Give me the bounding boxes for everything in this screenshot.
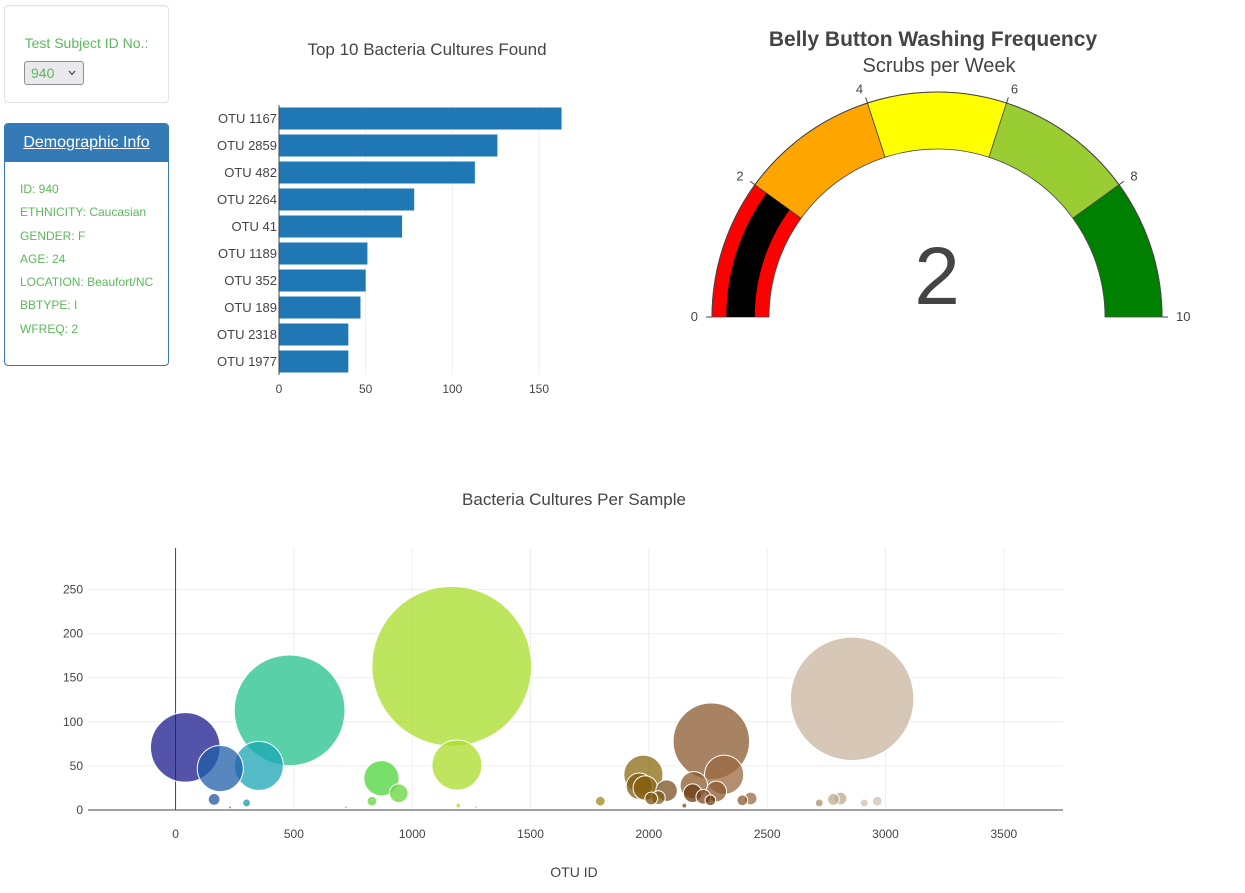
demographic-row: ETHNICITY: Caucasian xyxy=(20,205,147,220)
gauge-tick xyxy=(1118,180,1125,186)
bubble-point xyxy=(736,794,749,807)
demographic-panel-body: ID: 940 ETHNICITY: Caucasian GENDER: F AGE:… xyxy=(5,162,168,345)
bar xyxy=(279,188,415,211)
bubble-point xyxy=(371,585,533,747)
bar-category-label: OTU 2859 xyxy=(217,138,277,153)
bubble-point xyxy=(388,783,409,804)
bubble-y-tick-label: 150 xyxy=(63,671,83,685)
bubble-y-tick-label: 200 xyxy=(63,627,83,641)
bar-x-tick-label: 100 xyxy=(442,382,462,396)
bar-category-label: OTU 482 xyxy=(224,165,277,180)
bar xyxy=(279,242,368,265)
demographic-panel-title: Demographic Info xyxy=(5,124,168,162)
bar-x-tick-label: 50 xyxy=(359,382,373,396)
bubble-x-tick-label: 1000 xyxy=(399,827,426,841)
gauge-step-band xyxy=(866,91,1008,158)
bubble-point xyxy=(366,795,378,807)
bubble-point xyxy=(789,636,915,762)
bar-category-label: OTU 1189 xyxy=(218,246,277,261)
bar-category-label: OTU 2318 xyxy=(217,327,277,342)
subject-id-select[interactable]: 940 xyxy=(24,61,84,85)
bubble-point xyxy=(228,805,232,810)
bubble-point xyxy=(242,798,251,808)
bar-category-label: OTU 1167 xyxy=(218,111,277,126)
bubble-x-tick-label: 500 xyxy=(284,827,304,841)
subject-id-selected-value: 940 xyxy=(31,65,55,81)
bubble-point xyxy=(859,798,869,808)
bubble-point xyxy=(455,802,462,809)
bar-chart-title: Top 10 Bacteria Cultures Found xyxy=(307,40,546,59)
bubble-point xyxy=(343,805,348,810)
top10-bar-chart: Top 10 Bacteria Cultures Found 0 50 100 150… xyxy=(217,40,562,396)
bar-category-label: OTU 352 xyxy=(224,273,277,288)
bubble-point xyxy=(196,745,244,793)
bar-category-label: OTU 1977 xyxy=(217,354,277,369)
demographic-row: WFREQ: 2 xyxy=(20,321,79,336)
bar-category-label: OTU 2264 xyxy=(217,192,277,207)
bar xyxy=(279,161,475,184)
bubble-x-tick-label: 0 xyxy=(172,827,179,841)
bubble-point xyxy=(814,798,824,808)
gauge-subtitle: Scrubs per Week xyxy=(862,55,1016,77)
bubble-point xyxy=(827,793,840,806)
bubble-point xyxy=(594,795,606,807)
gauge-tick xyxy=(749,180,756,186)
bubble-y-tick-label: 100 xyxy=(63,715,83,729)
bubble-x-tick-label: 2000 xyxy=(636,827,663,841)
bubble-point xyxy=(431,739,483,791)
bar-x-tick-label: 150 xyxy=(529,382,549,396)
bar-category-label: OTU 41 xyxy=(231,219,277,234)
bar-category-label: OTU 189 xyxy=(224,300,277,315)
bubble-chart: Bacteria Cultures Per Sample OTU ID 0 500… xyxy=(63,490,1063,880)
bar xyxy=(279,215,403,238)
gauge-title: Belly Button Washing Frequency xyxy=(769,28,1098,51)
bar xyxy=(279,296,361,319)
washing-frequency-gauge: Belly Button Washing Frequency Scrubs pe… xyxy=(691,28,1191,324)
bar xyxy=(279,323,349,346)
bar-x-tick-label: 0 xyxy=(276,382,283,396)
bubble-point xyxy=(704,794,717,807)
bubble-point xyxy=(474,805,479,810)
gauge-tick-label: 2 xyxy=(736,169,743,184)
bubble-y-tick-label: 50 xyxy=(70,759,84,773)
gauge-tick-label: 0 xyxy=(691,309,698,324)
bubble-x-tick-label: 1500 xyxy=(517,827,544,841)
bubble-point xyxy=(207,793,221,806)
demographic-row: GENDER: F xyxy=(20,228,86,243)
bubble-y-tick-label: 250 xyxy=(63,582,83,596)
gauge-value-bar xyxy=(726,193,790,317)
bubble-point xyxy=(363,760,400,797)
chevron-down-icon xyxy=(68,70,76,76)
bar xyxy=(279,107,562,130)
bar xyxy=(279,134,498,157)
bubble-point xyxy=(233,654,346,767)
bar xyxy=(279,269,366,292)
bar xyxy=(279,350,349,373)
bubble-x-tick-label: 3000 xyxy=(872,827,899,841)
demographic-row: LOCATION: Beaufort/NC xyxy=(20,275,154,290)
bubble-chart-title: Bacteria Cultures Per Sample xyxy=(462,490,686,509)
bubble-x-axis-label: OTU ID xyxy=(550,864,597,880)
gauge-outline xyxy=(711,91,1163,318)
demographic-row: AGE: 24 xyxy=(20,251,66,266)
gauge-tick xyxy=(1006,97,1009,104)
bubble-point xyxy=(681,802,688,809)
bubble-point xyxy=(644,791,659,806)
gauge-tick-label: 4 xyxy=(856,82,863,97)
bubble-y-tick-label: 0 xyxy=(76,803,83,817)
demographic-panel: Demographic Info ID: 940 ETHNICITY: Cauca… xyxy=(4,123,169,366)
subject-id-label: Test Subject ID No.: xyxy=(24,35,149,51)
subject-selector-well: Test Subject ID No.: 940 xyxy=(4,5,169,103)
gauge-tick-label: 6 xyxy=(1011,82,1018,97)
gauge-value-label: 2 xyxy=(914,231,960,322)
gauge-tick-label: 8 xyxy=(1130,169,1137,184)
demographic-row: ID: 940 xyxy=(20,182,59,196)
bubble-x-tick-label: 3500 xyxy=(990,827,1017,841)
gauge-tick xyxy=(865,97,868,104)
bubble-point xyxy=(871,795,883,807)
demographic-row: BBTYPE: I xyxy=(20,298,78,313)
gauge-tick-label: 10 xyxy=(1176,309,1190,324)
bubble-x-tick-label: 2500 xyxy=(754,827,781,841)
